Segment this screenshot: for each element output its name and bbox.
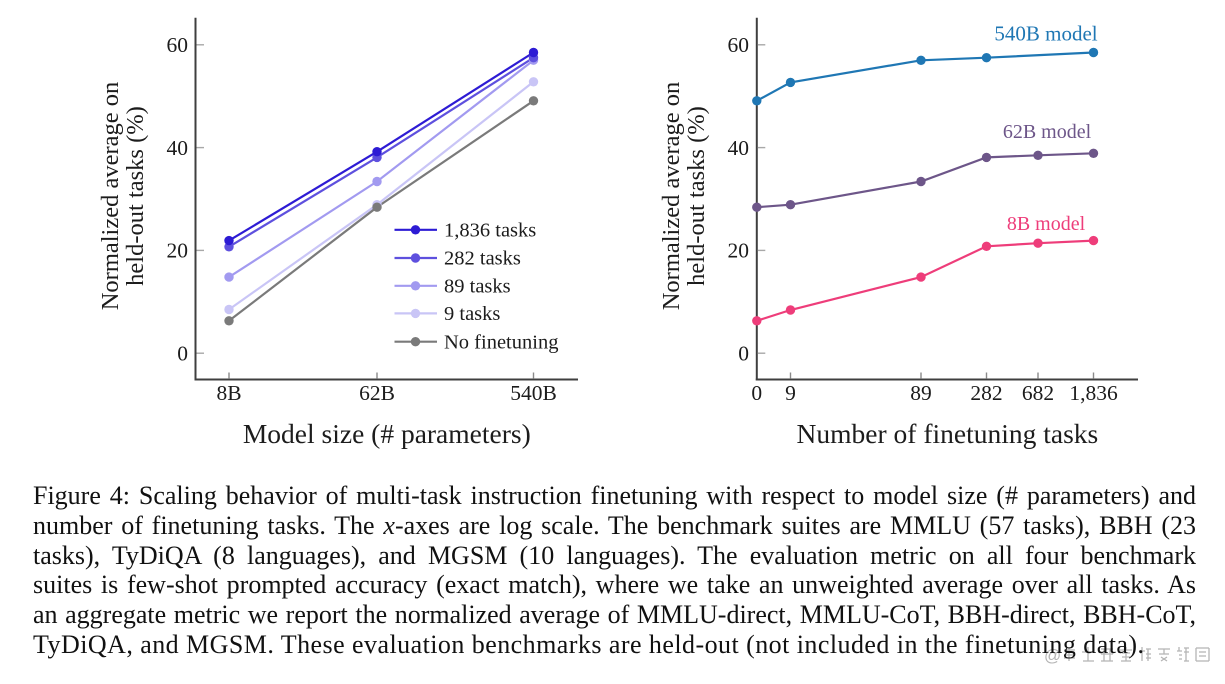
svg-text:0: 0 bbox=[738, 341, 749, 365]
svg-text:89 tasks: 89 tasks bbox=[444, 276, 511, 298]
svg-text:282 tasks: 282 tasks bbox=[444, 248, 521, 270]
svg-text:held-out tasks (%): held-out tasks (%) bbox=[683, 106, 710, 286]
svg-text:9 tasks: 9 tasks bbox=[444, 303, 500, 325]
svg-text:1,836 tasks: 1,836 tasks bbox=[444, 220, 536, 242]
svg-text:@: @ bbox=[1044, 646, 1061, 665]
svg-text:1,836: 1,836 bbox=[1069, 381, 1118, 405]
svg-text:Number of finetuning tasks: Number of finetuning tasks bbox=[797, 418, 1099, 449]
svg-text:Model size (# parameters): Model size (# parameters) bbox=[243, 418, 531, 449]
svg-text:682: 682 bbox=[1022, 381, 1054, 405]
svg-text:9: 9 bbox=[785, 381, 796, 405]
svg-text:60: 60 bbox=[728, 33, 750, 57]
svg-text:282: 282 bbox=[970, 381, 1002, 405]
svg-text:89: 89 bbox=[910, 381, 932, 405]
svg-text:8B model: 8B model bbox=[1007, 213, 1086, 235]
svg-text:540B: 540B bbox=[510, 381, 557, 405]
svg-text:62B model: 62B model bbox=[1003, 121, 1092, 143]
svg-text:62B: 62B bbox=[359, 381, 395, 405]
svg-text:held-out tasks (%): held-out tasks (%) bbox=[122, 106, 149, 286]
svg-text:0: 0 bbox=[751, 381, 762, 405]
svg-text:8B: 8B bbox=[216, 381, 241, 405]
svg-text:Normalized average on: Normalized average on bbox=[97, 82, 124, 311]
svg-text:No finetuning: No finetuning bbox=[444, 331, 558, 353]
svg-text:40: 40 bbox=[728, 136, 750, 160]
svg-text:20: 20 bbox=[728, 239, 750, 263]
svg-text:0: 0 bbox=[177, 341, 188, 365]
svg-text:60: 60 bbox=[167, 33, 189, 57]
svg-text:40: 40 bbox=[167, 136, 189, 160]
svg-text:Normalized average on: Normalized average on bbox=[658, 82, 685, 311]
svg-text:540B model: 540B model bbox=[994, 22, 1097, 46]
svg-text:20: 20 bbox=[167, 239, 189, 263]
